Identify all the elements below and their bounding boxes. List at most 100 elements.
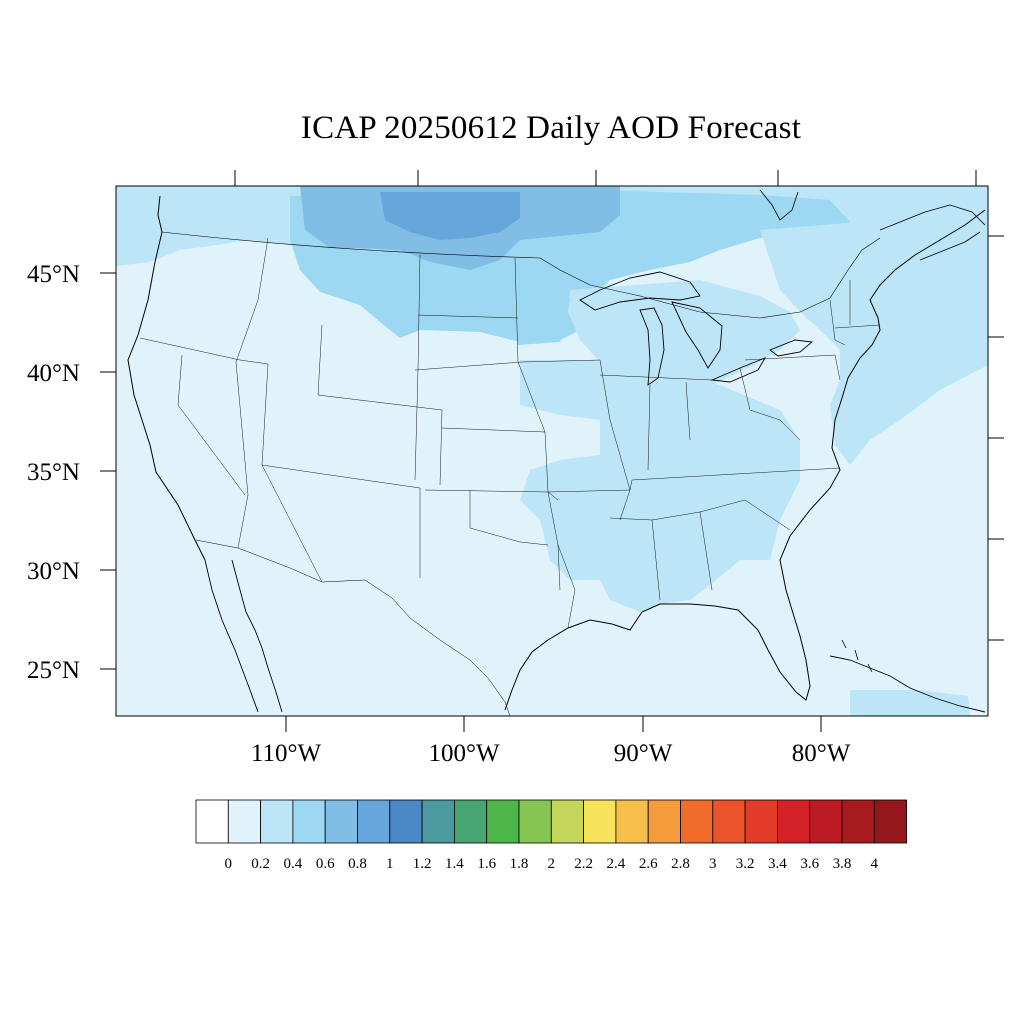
- il-in-oh-border: [599, 374, 713, 381]
- colorbar-swatch: [453, 799, 488, 844]
- colorbar-label: 3.2: [736, 856, 755, 872]
- co-nm-border: [329, 474, 421, 578]
- lake-erie: [710, 357, 767, 383]
- colorbar-label: 2.2: [574, 856, 593, 872]
- lat-label: 30°N: [27, 558, 80, 585]
- colorbar-swatch: [615, 799, 649, 844]
- colorbar-label: 0: [225, 856, 233, 872]
- colorbar-label: 0.2: [251, 856, 270, 872]
- maritimes-coast: [879, 204, 986, 261]
- colorbar-swatch: [550, 799, 584, 844]
- aod-region-mississippi-valley: [520, 360, 800, 612]
- colorbar-label: 0.8: [348, 856, 367, 872]
- lon-label: 110°W: [251, 740, 322, 767]
- baja-coast: [204, 559, 283, 713]
- colorbar-swatch: [389, 799, 423, 844]
- colorbar-swatch: [518, 799, 552, 844]
- colorbar-swatch: [583, 799, 617, 844]
- colorbar-swatch: [647, 799, 681, 844]
- map-frame: [115, 185, 989, 717]
- colorbar-label: 1.8: [510, 856, 529, 872]
- aod-region-northeast-atlantic: [760, 222, 988, 465]
- gulf-coast: [504, 209, 986, 711]
- az-nm-border: [261, 464, 323, 583]
- colorbar-swatch: [744, 799, 778, 844]
- aod-colorbar: 0 0.2 0.4 0.6 0.8 1 1.2 1.4 1.6 1.8 2 2.2 2.4 2.6 2.8 3…: [195, 799, 907, 872]
- west-coast: [127, 195, 206, 561]
- lat-label: 40°N: [27, 360, 80, 387]
- in-oh-border: [685, 381, 691, 441]
- la-border: [557, 544, 576, 629]
- ga-sc-border: [699, 499, 791, 531]
- colorbar-label: 1.2: [413, 856, 432, 872]
- id-border: [235, 237, 269, 363]
- colorbar-swatch: [873, 799, 907, 844]
- oh-pa-wv-border: [739, 367, 801, 441]
- lake-huron: [671, 301, 723, 369]
- colorbar-label: 2: [548, 856, 556, 872]
- ia-mn-border: [521, 359, 601, 363]
- sd-ne-border: [414, 361, 523, 371]
- lat-label: 35°N: [27, 459, 80, 486]
- us-mexico-border: [195, 539, 511, 716]
- ne-ks-border: [441, 427, 546, 433]
- aod-region-manitoba-core: [380, 192, 520, 240]
- colorbar-label: 1.6: [477, 856, 496, 872]
- colorbar-label: 0.6: [316, 856, 335, 872]
- colorbar-swatch: [421, 799, 455, 844]
- colorbar-label: 2.8: [671, 856, 690, 872]
- colorbar-label: 4: [871, 856, 879, 872]
- cuba-coast: [829, 655, 986, 713]
- nv-az-border: [235, 361, 249, 549]
- lake-michigan: [639, 307, 665, 386]
- state-borders: [139, 237, 881, 629]
- vt-nh-border: [829, 299, 846, 346]
- lake-ontario: [769, 339, 814, 357]
- aod-region-upper-midwest: [518, 256, 570, 345]
- aod-region-caribbean: [850, 690, 970, 716]
- pa-ny-border: [744, 354, 841, 381]
- lon-label: 100°W: [428, 740, 499, 767]
- geography-layer: [127, 189, 986, 716]
- colorbar-label: 1: [386, 856, 394, 872]
- lat-label: 25°N: [27, 657, 80, 684]
- colorbar-label: 3.4: [768, 856, 787, 872]
- colorbar-swatch: [777, 799, 811, 844]
- colorbar-swatch: [195, 799, 229, 844]
- colorbar-label: 1.4: [445, 856, 464, 872]
- ok-tx-border: [469, 490, 549, 546]
- mn-ia-mo-border: [514, 257, 561, 591]
- colorbar-label: 3.6: [800, 856, 819, 872]
- colorbar-swatch: [260, 799, 294, 844]
- us-canada-border: [161, 231, 881, 319]
- colorbar-label: 3.8: [833, 856, 852, 872]
- colorbar-label: 3: [709, 856, 717, 872]
- tn-nc-border: [547, 467, 841, 493]
- or-border: [139, 337, 269, 365]
- il-in-border: [647, 384, 651, 471]
- lat-label: 45°N: [27, 261, 80, 288]
- map-ticks: [100, 170, 1004, 732]
- lon-label: 80°W: [792, 740, 851, 767]
- mississippi-border: [599, 359, 631, 521]
- colorbar-swatch: [227, 799, 262, 844]
- colorbar-label: 2.6: [639, 856, 658, 872]
- ma-border: [834, 324, 881, 329]
- colorbar-swatch: [809, 799, 843, 844]
- colorbar-swatch: [841, 799, 875, 844]
- longitude-labels: 110°W 100°W 90°W 80°W: [251, 740, 851, 767]
- colorbar-swatch: [324, 799, 358, 844]
- colorbar-swatch: [292, 799, 326, 844]
- wy-co-border: [317, 324, 443, 486]
- lake-superior: [579, 271, 701, 311]
- colorbar-swatch: [712, 799, 746, 844]
- colorbar-label: 0.4: [284, 856, 303, 872]
- bahamas-islands: [841, 639, 873, 673]
- ca-nv-border: [177, 354, 246, 496]
- lon-label: 90°W: [614, 740, 673, 767]
- colorbar-label: 2.4: [607, 856, 626, 872]
- colorbar-swatch: [680, 799, 714, 844]
- map-title: ICAP 20250612 Daily AOD Forecast: [300, 110, 802, 146]
